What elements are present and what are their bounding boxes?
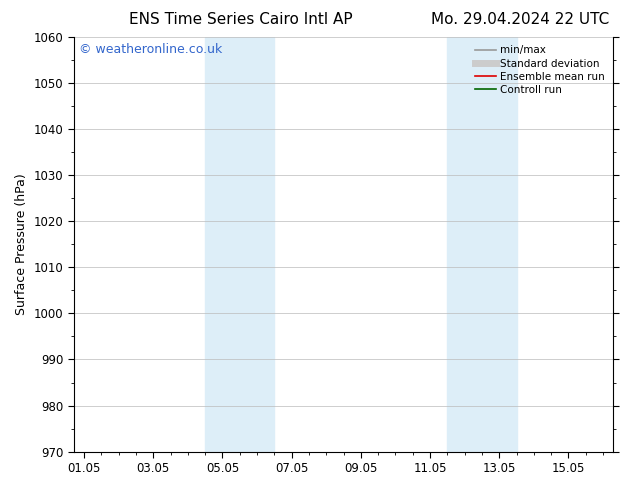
Bar xyxy=(205,37,275,452)
Bar xyxy=(448,37,517,452)
Text: Mo. 29.04.2024 22 UTC: Mo. 29.04.2024 22 UTC xyxy=(431,12,609,27)
Legend: min/max, Standard deviation, Ensemble mean run, Controll run: min/max, Standard deviation, Ensemble me… xyxy=(472,42,608,98)
Text: © weatheronline.co.uk: © weatheronline.co.uk xyxy=(79,44,223,56)
Y-axis label: Surface Pressure (hPa): Surface Pressure (hPa) xyxy=(15,173,28,315)
Text: ENS Time Series Cairo Intl AP: ENS Time Series Cairo Intl AP xyxy=(129,12,353,27)
